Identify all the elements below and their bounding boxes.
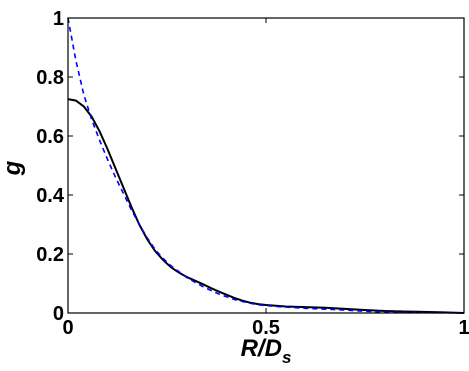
x-tick-label: 0.5	[252, 317, 280, 339]
x-tick-label: 1	[458, 317, 469, 339]
x-axis-title-main: R/D	[241, 335, 282, 362]
y-tick-label: 0.6	[36, 126, 64, 148]
x-tick-label: 0	[62, 317, 73, 339]
series-layer	[67, 17, 465, 314]
y-tick-label: 0.2	[36, 244, 64, 266]
plot-area-background	[68, 18, 464, 313]
y-tick-label: 1	[53, 8, 64, 30]
y-tick-label: 0	[53, 303, 64, 325]
y-tick-label: 0.8	[36, 67, 64, 89]
dashed-series-line	[67, 17, 465, 314]
ticks-layer: 0 0.5 1 0 0.2 0.4 0.6 0.8 1	[36, 8, 469, 339]
solid-series-line	[67, 98, 465, 314]
y-axis-title: g	[0, 160, 26, 176]
x-axis-title-subscript: s	[282, 348, 291, 367]
x-axis-title: R/Ds	[241, 335, 292, 367]
y-tick-label: 0.4	[36, 185, 65, 207]
